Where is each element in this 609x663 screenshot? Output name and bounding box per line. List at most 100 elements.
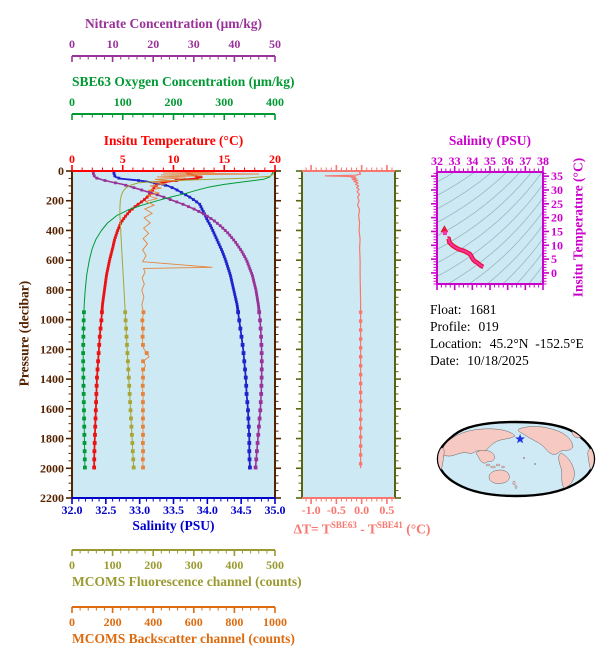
profile-label: Profile: (430, 319, 471, 334)
svg-text:2000: 2000 (40, 461, 64, 475)
svg-text:0: 0 (69, 95, 75, 109)
svg-text:15: 15 (551, 224, 563, 238)
main-panel-axes: 0200400600800100012001400160018002000220… (40, 152, 286, 517)
svg-text:50: 50 (269, 37, 281, 51)
oxygen-detached-axis: 0 100 200 300 400 (69, 95, 284, 120)
location-label: Location: (430, 336, 482, 351)
svg-text:15: 15 (218, 152, 230, 166)
svg-text:2200: 2200 (40, 491, 64, 505)
isopycnal-contours (437, 172, 543, 284)
svg-text:35: 35 (551, 169, 563, 183)
svg-text:33.5: 33.5 (163, 503, 184, 517)
oxygen-axis-title: SBE63 Oxygen Concentration (μm/kg) (72, 74, 295, 89)
float-value: 1681 (469, 302, 497, 317)
float-location-marker (515, 433, 525, 444)
location-value: 45.2°N -152.5°E (489, 336, 584, 351)
date-label: Date: (430, 353, 460, 368)
svg-text:32.0: 32.0 (62, 503, 83, 517)
svg-text:300: 300 (185, 558, 203, 572)
temperature-axis-title: Insitu Temperature (°C) (103, 133, 244, 148)
delta-t-axis-title: ΔT= TSBE63 - TSBE41 (°C) (287, 518, 437, 537)
svg-text:5: 5 (120, 152, 126, 166)
salinity-axis-title: Salinity (PSU) (132, 518, 215, 533)
series-oxygen (81, 171, 274, 470)
ts-temperature-axis-title: Insitu Temperature (°C) (570, 157, 586, 298)
svg-text:33.0: 33.0 (129, 503, 150, 517)
delta-t-title-sup1: SBE63 (330, 520, 357, 530)
delta-t-title-sup2: SBE41 (376, 520, 403, 530)
fluorescence-axis-title: MCOMS Fluorescence channel (counts) (72, 574, 302, 589)
date-line: Date: 10/18/2025 (430, 352, 584, 369)
svg-text:34.0: 34.0 (197, 503, 218, 517)
svg-text:34: 34 (466, 154, 478, 168)
nitrate-axis-title: Nitrate Concentration (μm/kg) (84, 16, 263, 31)
svg-text:0: 0 (551, 266, 557, 280)
nitrate-detached-axis: 0 10 20 30 40 50 (69, 37, 281, 62)
svg-text:1200: 1200 (40, 342, 64, 356)
svg-text:1400: 1400 (40, 372, 64, 386)
svg-text:600: 600 (185, 615, 203, 629)
svg-text:600: 600 (46, 253, 64, 267)
map-land (438, 426, 594, 489)
float-info: Float: 1681 Profile: 019 Location: 45.2°N -… (430, 301, 584, 369)
fluorescence-detached-axis: 0 100 200 300 400 500 (69, 549, 284, 572)
svg-text:0: 0 (69, 558, 75, 572)
svg-text:400: 400 (225, 558, 243, 572)
svg-text:20: 20 (269, 152, 281, 166)
profile-line: Profile: 019 (430, 318, 584, 335)
svg-text:800: 800 (46, 283, 64, 297)
date-value: 10/18/2025 (467, 353, 529, 368)
svg-text:30: 30 (188, 37, 200, 51)
svg-text:32: 32 (431, 154, 443, 168)
svg-text:1800: 1800 (40, 432, 64, 446)
backscatter-axis-title: MCOMS Backscatter channel (counts) (72, 631, 295, 646)
backscatter-detached-axis: 0 200 400 600 800 1000 (69, 606, 287, 629)
svg-text:100: 100 (104, 558, 122, 572)
svg-text:34.5: 34.5 (231, 503, 252, 517)
ts-outlier-marker (440, 225, 449, 233)
svg-text:1000: 1000 (40, 313, 64, 327)
svg-text:10: 10 (168, 152, 180, 166)
svg-text:30: 30 (551, 183, 563, 197)
svg-text:1600: 1600 (40, 402, 64, 416)
series-fluorescence (119, 171, 275, 470)
svg-text:35.0: 35.0 (265, 503, 286, 517)
float-label: Float: (430, 302, 462, 317)
svg-text:10: 10 (551, 238, 563, 252)
float-id-line: Float: 1681 (430, 301, 584, 318)
svg-text:32.5: 32.5 (95, 503, 116, 517)
delta-t-title-post: (°C) (402, 521, 431, 537)
ts-curve (440, 225, 485, 270)
svg-text:33: 33 (449, 154, 461, 168)
ts-outlier-marker (442, 231, 447, 236)
svg-text:800: 800 (225, 615, 243, 629)
svg-text:10: 10 (107, 37, 119, 51)
svg-text:400: 400 (266, 95, 284, 109)
svg-text:20: 20 (147, 37, 159, 51)
profile-curves (81, 171, 275, 470)
svg-text:1000: 1000 (263, 615, 287, 629)
delta-t-panel: -1.0 -0.5 0.0 0.5 (296, 165, 401, 517)
svg-text:0: 0 (69, 152, 75, 166)
svg-text:35: 35 (484, 154, 496, 168)
svg-text:40: 40 (228, 37, 240, 51)
pressure-axis-title: Pressure (decibar) (16, 280, 32, 387)
svg-text:0.5: 0.5 (379, 503, 394, 517)
svg-text:20: 20 (551, 211, 563, 225)
svg-text:25: 25 (551, 197, 563, 211)
svg-text:200: 200 (165, 95, 183, 109)
svg-text:100: 100 (114, 95, 132, 109)
svg-text:38: 38 (537, 154, 549, 168)
svg-text:-1.0: -1.0 (302, 503, 321, 517)
location-line: Location: 45.2°N -152.5°E (430, 335, 584, 352)
series-nitrate (91, 171, 264, 470)
world-map (436, 420, 596, 498)
svg-text:400: 400 (144, 615, 162, 629)
ts-salinity-axis-title: Salinity (PSU) (448, 133, 532, 148)
svg-text:200: 200 (104, 615, 122, 629)
svg-text:0: 0 (58, 164, 64, 178)
delta-t-title-mid: - T (356, 521, 377, 537)
